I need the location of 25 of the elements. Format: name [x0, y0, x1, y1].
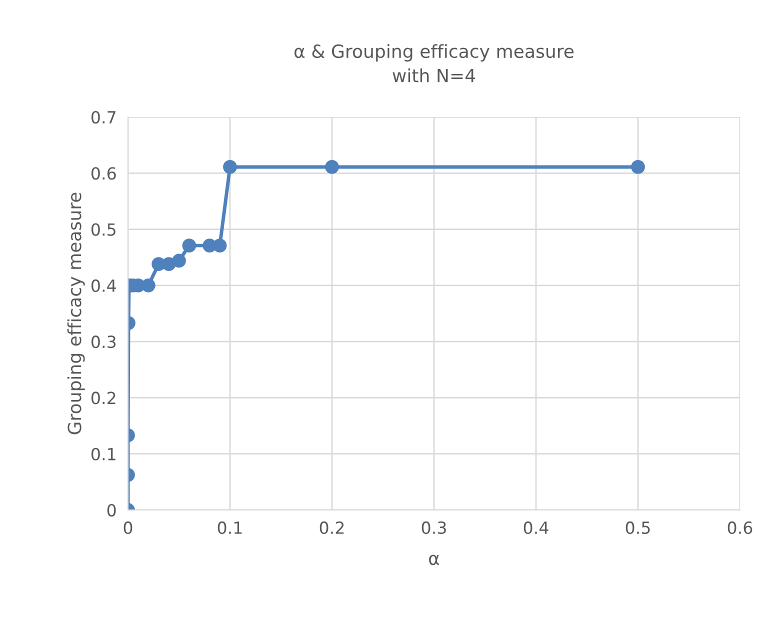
point	[141, 278, 156, 292]
x-tick-label: 0.5	[626, 521, 650, 534]
y-tick-label: 0.7	[91, 110, 116, 124]
x-tick-label: 0.2	[320, 521, 344, 534]
point	[172, 254, 186, 268]
x-tick-label: 0	[124, 521, 132, 534]
y-axis-title: Grouping efficacy measure	[67, 192, 85, 434]
x-tick-label: 0.1	[218, 521, 242, 534]
point	[325, 160, 339, 174]
y-tick-label: 0.3	[91, 336, 116, 348]
x-tick-label: 0.6	[728, 521, 752, 534]
x-axis-title: α	[429, 554, 440, 566]
y-tick-label: 0.2	[91, 392, 116, 404]
point	[212, 238, 227, 253]
x-tick-label: 0.3	[422, 521, 446, 534]
y-tick-label: 0.1	[91, 448, 116, 460]
y-tick-label: 0.4	[91, 279, 116, 292]
x-tick-label: 0.4	[524, 521, 548, 534]
chart-title: α & Grouping efficacy measure with N=4	[294, 44, 574, 82]
point	[182, 238, 196, 253]
y-tick-label: 0	[107, 504, 116, 517]
point	[223, 160, 237, 174]
y-tick-label: 0.5	[91, 223, 116, 236]
y-tick-label: 0.6	[91, 167, 116, 180]
point	[631, 160, 645, 174]
